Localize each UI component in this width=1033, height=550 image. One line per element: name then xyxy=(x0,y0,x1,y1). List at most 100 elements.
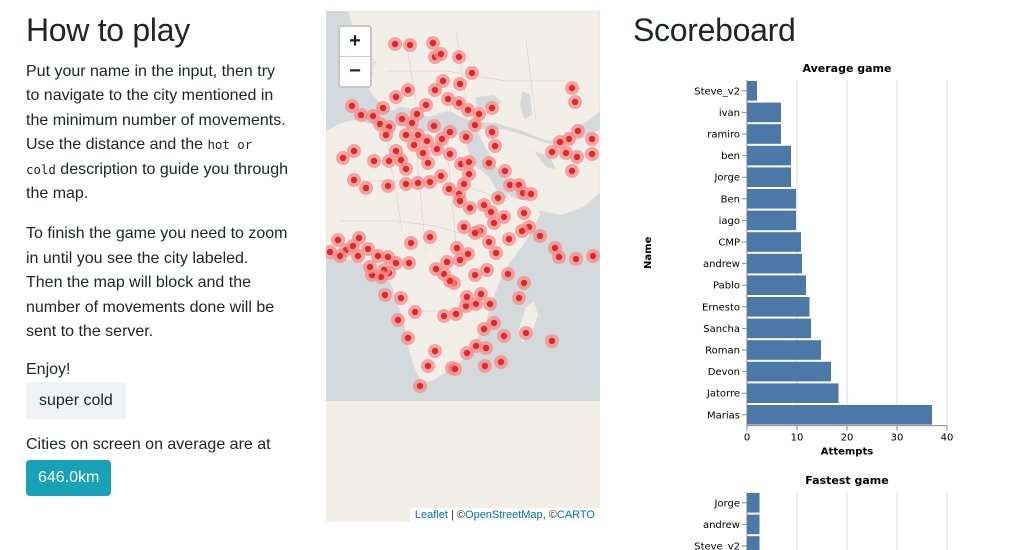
city-marker-dot xyxy=(518,227,526,235)
city-marker-dot xyxy=(588,135,596,143)
city-marker-dot xyxy=(480,201,488,209)
city-marker xyxy=(487,316,501,330)
city-marker-dot xyxy=(350,147,358,155)
city-marker-dot xyxy=(548,337,556,345)
city-marker xyxy=(474,287,488,301)
city-marker-dot xyxy=(407,239,415,247)
city-marker-dot xyxy=(397,156,405,164)
y-tick-label: Steve_v2 xyxy=(694,86,740,97)
city-marker xyxy=(421,359,435,373)
zoom-out-button[interactable]: − xyxy=(340,56,370,86)
city-marker-dot xyxy=(354,252,362,260)
city-marker xyxy=(488,139,502,153)
city-marker xyxy=(441,92,455,106)
y-tick-label: andrew xyxy=(703,520,740,531)
city-marker-dot xyxy=(370,157,378,165)
city-marker-dot xyxy=(357,111,365,119)
city-marker xyxy=(465,66,479,80)
zoom-in-button[interactable]: + xyxy=(349,30,361,52)
city-marker xyxy=(533,229,547,243)
city-marker-dot xyxy=(551,244,559,252)
city-marker xyxy=(517,206,531,220)
city-marker-dot xyxy=(391,40,399,48)
leaflet-link[interactable]: Leaflet xyxy=(414,509,448,521)
city-marker-dot xyxy=(505,235,513,243)
city-marker-dot xyxy=(402,165,410,173)
city-marker-dot xyxy=(404,86,412,94)
city-marker xyxy=(410,107,424,121)
city-marker-dot xyxy=(472,342,480,350)
city-marker-dot xyxy=(381,291,389,299)
city-marker-dot xyxy=(437,172,445,180)
carto-link[interactable]: CARTO xyxy=(556,509,595,521)
city-marker xyxy=(472,107,486,121)
city-marker-dot xyxy=(413,110,421,118)
city-marker xyxy=(449,307,463,321)
bar xyxy=(747,318,811,339)
bar xyxy=(747,514,760,535)
city-marker xyxy=(443,274,457,288)
city-marker xyxy=(379,128,393,142)
city-marker-dot xyxy=(451,365,459,373)
city-marker-dot xyxy=(384,182,392,190)
osm-link[interactable]: OpenStreetMap xyxy=(465,509,543,521)
city-marker xyxy=(331,233,345,247)
city-marker-dot xyxy=(433,145,441,153)
city-marker xyxy=(515,224,529,238)
city-marker-dot xyxy=(492,249,500,257)
city-marker-dot xyxy=(556,138,564,146)
city-marker-dot xyxy=(565,135,573,143)
bar xyxy=(747,145,791,166)
city-marker-dot xyxy=(385,157,393,165)
city-marker-dot xyxy=(453,244,461,252)
city-marker-dot xyxy=(392,259,400,267)
city-marker xyxy=(485,101,499,115)
y-tick-label: ben xyxy=(721,151,740,162)
city-marker xyxy=(381,179,395,193)
city-marker-dot xyxy=(446,277,454,285)
city-marker-dot xyxy=(402,131,410,139)
city-marker xyxy=(347,144,361,158)
city-marker xyxy=(378,288,392,302)
city-marker xyxy=(502,232,516,246)
city-marker xyxy=(399,162,413,176)
city-marker-dot xyxy=(501,167,509,175)
city-marker xyxy=(453,194,467,208)
city-marker-dot xyxy=(487,208,495,216)
city-marker xyxy=(485,125,499,139)
hot-or-cold-code: hot or cold xyxy=(26,137,253,177)
city-marker xyxy=(569,252,583,266)
city-marker-dot xyxy=(481,362,489,370)
bar xyxy=(747,253,802,274)
city-marker xyxy=(468,268,482,282)
city-marker-dot xyxy=(462,302,470,310)
city-marker-dot xyxy=(336,252,344,260)
city-marker xyxy=(442,182,456,196)
city-marker-dot xyxy=(416,382,424,390)
city-marker xyxy=(568,95,582,109)
city-marker-dot xyxy=(477,290,485,298)
city-marker xyxy=(423,230,437,244)
city-marker xyxy=(482,156,496,170)
city-marker-dot xyxy=(573,153,581,161)
city-marker-dot xyxy=(394,316,402,324)
city-marker xyxy=(553,135,567,149)
city-marker-dot xyxy=(464,106,472,114)
map-viewport[interactable]: + − Leaflet | ©OpenStreetMap, ©CARTO xyxy=(326,11,600,522)
city-marker-dot xyxy=(414,179,422,187)
city-marker xyxy=(463,201,477,215)
city-marker-dot xyxy=(462,133,470,141)
city-marker xyxy=(497,329,511,343)
city-marker xyxy=(352,231,366,245)
city-marker-dot xyxy=(349,242,357,250)
city-marker-dot xyxy=(574,127,582,135)
city-marker xyxy=(403,38,417,52)
city-marker xyxy=(482,235,496,249)
city-marker-dot xyxy=(486,300,494,308)
city-marker xyxy=(436,74,450,88)
y-tick-label: Roman xyxy=(705,346,740,357)
city-marker xyxy=(411,176,425,190)
y-tick-label: CMP xyxy=(718,238,740,249)
city-marker-dot xyxy=(455,99,463,107)
